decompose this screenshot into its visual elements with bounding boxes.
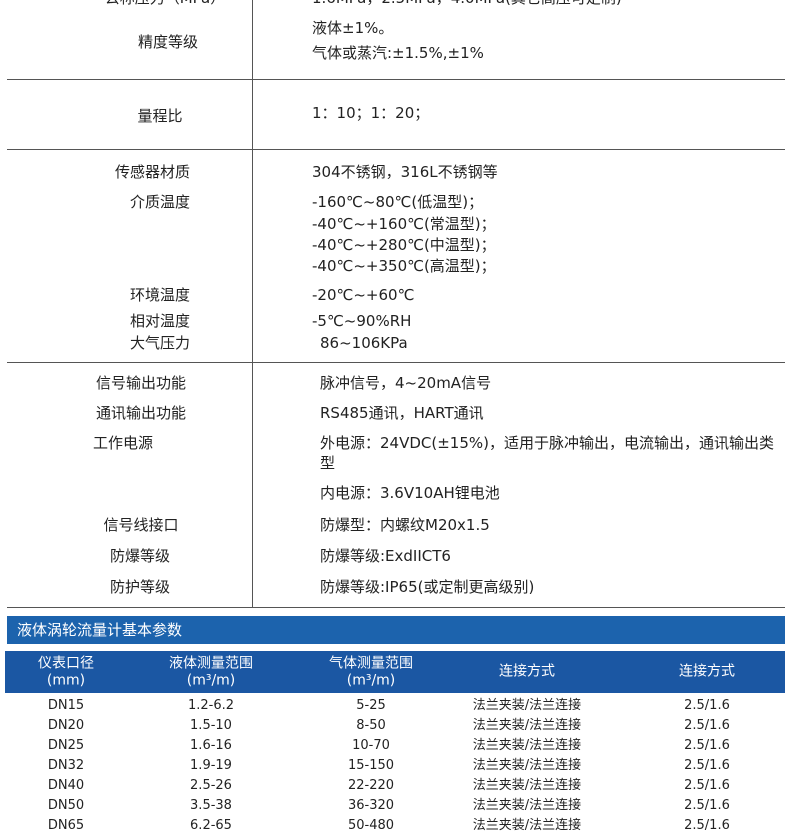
table-cell: 1.5-10 [190,718,232,733]
spec-label: 相对温度 [129,312,190,330]
spec-label: 信号线接口 [103,516,179,534]
divider [7,362,785,363]
spec-value: -40℃~+280℃(中温型)； [312,236,496,254]
table-cell: 2.5/1.6 [684,718,730,733]
spec-value: 1.6MPa，2.5MPa，4.0MPa(其它高压可定制) [312,0,622,8]
table-cell: 2.5/1.6 [684,778,730,793]
table-cell: 法兰夹装/法兰连接 [472,758,582,773]
table-header: (mm) [46,672,86,689]
table-header: 仪表口径 [38,655,94,672]
table-cell: DN25 [47,738,85,753]
table-cell: DN20 [47,718,85,733]
table-cell: 法兰夹装/法兰连接 [472,798,582,813]
spec-value: -40℃~+350℃(高温型)； [312,257,496,275]
table-cell: 2.5/1.6 [684,818,730,832]
spec-label: 量程比 [137,107,183,125]
table-cell: 法兰夹装/法兰连接 [472,698,582,713]
spec-value: 1：10；1：20； [312,104,430,122]
spec-value: 液体±1%。 [312,19,394,37]
table-cell: 1.6-16 [190,738,232,753]
spec-label: 大气压力 [129,334,190,352]
spec-label: 环境温度 [129,286,190,304]
divider [7,607,785,608]
spec-value: 气体或蒸汽:±1.5%,±1% [312,44,484,62]
table-cell: 法兰夹装/法兰连接 [472,718,582,733]
table-cell: DN65 [47,818,85,832]
table-header: 液体测量范围 [169,655,253,672]
table-cell: 2.5/1.6 [684,798,730,813]
spec-value: 防爆型：内螺纹M20x1.5 [320,516,490,534]
spec-value: -40℃~+160℃(常温型)； [312,215,496,233]
table-cell: 2.5/1.6 [684,738,730,753]
table-cell: DN32 [47,758,85,773]
table-header: 连接方式 [679,663,735,680]
spec-label: 公称压力（MPa） [105,0,226,8]
spec-value: 内电源：3.6V10AH锂电池 [320,484,500,502]
divider [7,149,785,150]
table-header-bar [5,651,785,693]
table-cell: 8-50 [356,718,386,733]
table-title-bar [7,616,785,644]
spec-label: 信号输出功能 [95,374,187,392]
spec-value: RS485通讯，HART通讯 [320,404,484,422]
spec-label: 工作电源 [93,434,154,452]
table-header: (m³/m) [186,672,236,689]
spec-label: 防爆等级 [109,547,171,565]
table-title: 液体涡轮流量计基本参数 [17,621,183,639]
table-cell: 2.5/1.6 [684,698,730,713]
table-header: (m³/m) [346,672,396,689]
table-cell: 1.9-19 [190,758,232,773]
table-cell: DN15 [47,698,85,713]
spec-value: 防爆等级:IP65(或定制更高级别) [320,578,535,596]
spec-value: 304不锈钢，316L不锈钢等 [312,163,498,181]
spec-value: -160℃~80℃(低温型)； [312,193,484,211]
spec-value: -5℃~90%RH [312,312,412,330]
spec-value: 外电源：24VDC(±15%)，适用于脉冲输出，电流输出，通讯输出类型 [320,434,774,472]
spec-label: 通讯输出功能 [95,404,187,422]
table-cell: DN50 [47,798,85,813]
spec-label: 防护等级 [109,578,171,596]
spec-label: 精度等级 [137,33,199,51]
table-cell: 法兰夹装/法兰连接 [472,778,582,793]
table-cell: 2.5/1.6 [684,758,730,773]
table-header: 气体测量范围 [329,655,413,672]
table-cell: 法兰夹装/法兰连接 [472,738,582,753]
spec-value: 脉冲信号，4~20mA信号 [320,374,492,392]
spec-label: 介质温度 [129,193,190,211]
table-cell: 50-480 [347,818,395,832]
table-cell: 2.5-26 [190,778,232,793]
spec-value: -20℃~+60℃ [312,286,415,304]
column-divider [252,0,253,607]
divider [7,79,785,80]
table-cell: 法兰夹装/法兰连接 [472,818,582,832]
table-cell: 15-150 [347,758,395,773]
spec-label: 传感器材质 [114,163,190,181]
table-cell: 5-25 [356,698,386,713]
table-cell: 3.5-38 [190,798,232,813]
table-cell: 10-70 [352,738,390,753]
spec-value: 86~106KPa [320,334,408,352]
table-cell: 36-320 [347,798,395,813]
table-cell: 6.2-65 [190,818,232,832]
table-cell: 1.2-6.2 [187,698,235,713]
table-cell: 22-220 [347,778,395,793]
table-cell: DN40 [47,778,85,793]
table-header: 连接方式 [499,663,555,680]
spec-value: 防爆等级:ExdIICT6 [320,547,451,565]
